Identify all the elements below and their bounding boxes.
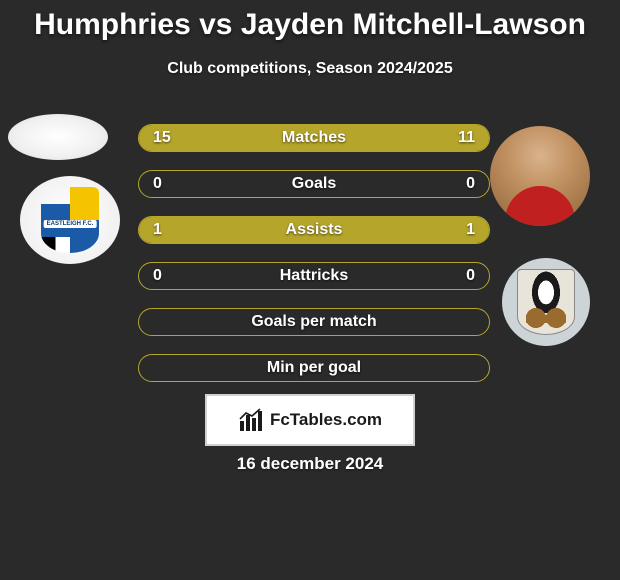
stat-row: Min per goal [138,354,490,382]
stat-row: 1 1 Assists [138,216,490,244]
stat-row: 0 0 Goals [138,170,490,198]
subtitle: Club competitions, Season 2024/2025 [0,60,620,78]
stat-value-right: 0 [466,175,475,193]
stat-value-left: 0 [153,175,162,193]
stat-value-left: 15 [153,129,171,147]
stat-value-right: 0 [466,267,475,285]
stat-row: 15 11 Matches [138,124,490,152]
stat-row: 0 0 Hattricks [138,262,490,290]
player-right-avatar [490,126,590,226]
stat-label: Matches [282,129,346,147]
page-title: Humphries vs Jayden Mitchell-Lawson [0,0,620,42]
stat-label: Min per goal [267,359,361,377]
stat-value-left: 1 [153,221,162,239]
stat-value-right: 1 [466,221,475,239]
stat-label: Hattricks [280,267,348,285]
date-label: 16 december 2024 [237,454,384,474]
attribution-label: FcTables.com [270,410,382,430]
stat-label: Goals per match [251,313,376,331]
stat-value-right: 11 [458,129,475,147]
club-crest-left [20,176,120,264]
player-left-avatar [8,114,108,160]
stat-value-left: 0 [153,267,162,285]
stat-label: Assists [286,221,343,239]
stat-label: Goals [292,175,336,193]
chart-icon [238,407,264,433]
stat-row: Goals per match [138,308,490,336]
club-crest-right [502,258,590,346]
attribution-box[interactable]: FcTables.com [205,394,415,446]
stats-container: 1511Matches00Goals11Assists00HattricksGo… [138,124,490,400]
